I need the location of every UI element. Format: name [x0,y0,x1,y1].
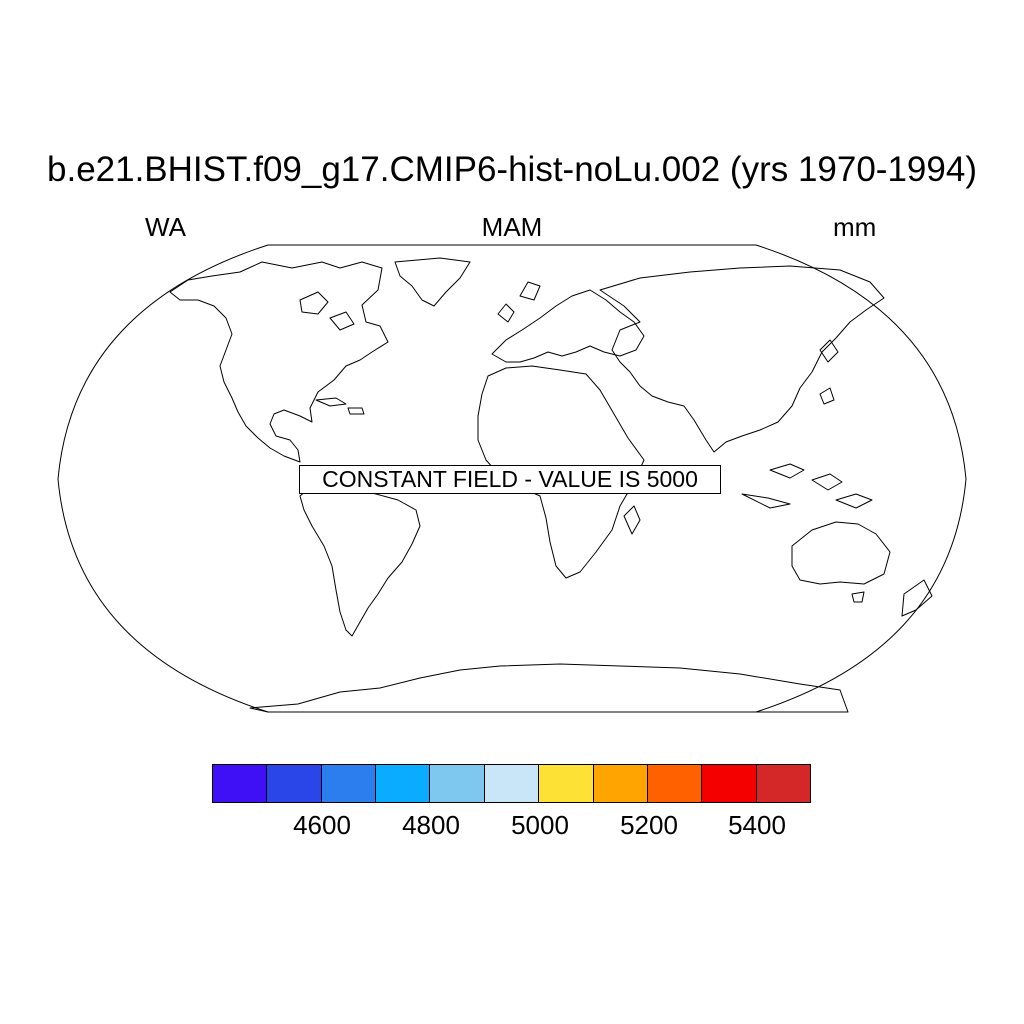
asia-outline [599,265,885,453]
new-zealand-outline [901,579,933,617]
colorbar-swatch [756,765,810,802]
greenland-outline [394,257,471,307]
colorbar-swatch [539,765,594,802]
south-america-outline [299,483,421,637]
colorbar-swatch [484,765,540,802]
plot-title: b.e21.BHIST.f09_g17.CMIP6-hist-noLu.002 … [47,150,977,189]
colorbar-swatch [376,765,431,802]
constant-field-message: CONSTANT FIELD - VALUE IS 5000 [299,465,721,494]
antarctica-outline [249,663,849,713]
colorbar-tick-label: 4800 [402,810,460,840]
colorbar-swatch [430,765,485,802]
colorbar-tick-label: 5400 [728,810,786,840]
north-america-outline [169,261,389,463]
colorbar-swatch [213,765,268,802]
colorbar-tick-label: 5000 [511,810,569,840]
colorbar-swatch [321,765,377,802]
colorbar-swatch [647,765,703,802]
units-label: mm [833,212,877,242]
colorbar [212,764,811,803]
season-label: MAM [481,212,543,242]
africa-outline [477,365,645,579]
colorbar-swatch [593,765,648,802]
europe-outline [491,289,645,363]
australia-outline [791,521,891,585]
variable-label: WA [145,212,186,242]
colorbar-swatch [267,765,322,802]
colorbar-tick-label: 4600 [293,810,351,840]
colorbar-tick-label: 5200 [620,810,678,840]
colorbar-swatch [702,765,757,802]
